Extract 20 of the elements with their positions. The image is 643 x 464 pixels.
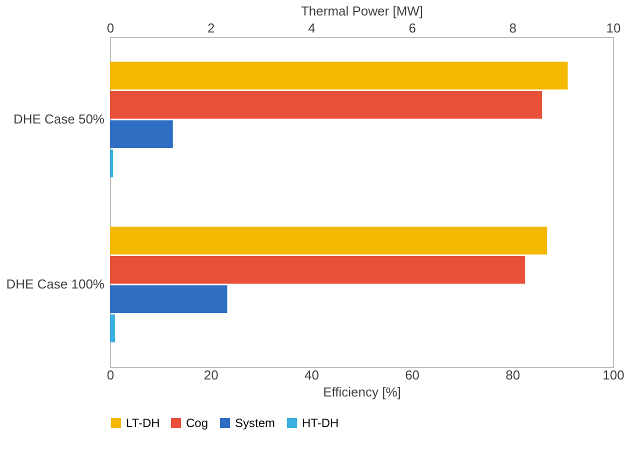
x-tick-label: 60: [405, 368, 420, 382]
x-tick-label: 40: [304, 368, 319, 382]
x2-tick-label: 2: [207, 20, 215, 36]
x-axis-title: Efficiency [%]: [323, 384, 401, 400]
x2-tick-label: 8: [509, 20, 517, 36]
x2-axis-title: Thermal Power [MW]: [300, 4, 424, 18]
x-tick-label: 100: [602, 368, 624, 382]
x2-tick-label: 10: [606, 20, 621, 36]
legend-label: LT-DH: [126, 416, 160, 430]
x2-tick-label: 0: [106, 20, 114, 36]
y-tick-label: DHE Case 100%: [6, 276, 105, 292]
legend-label: System: [235, 416, 276, 430]
x2-tick-label: 6: [408, 20, 416, 36]
legend-label: Cog: [186, 416, 208, 430]
x-tick-label: 80: [506, 368, 520, 382]
x-tick-label: 0: [106, 368, 114, 382]
y-tick-label: DHE Case 50%: [13, 112, 105, 126]
legend-label: HT-DH: [302, 416, 339, 430]
x2-tick-label: 4: [308, 20, 316, 36]
x-tick-label: 20: [204, 368, 218, 382]
